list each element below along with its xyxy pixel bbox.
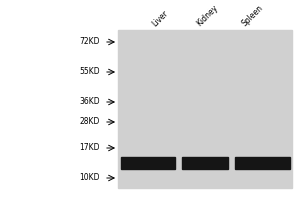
Text: 72KD: 72KD	[80, 38, 100, 46]
Text: Spleen: Spleen	[240, 3, 265, 28]
Bar	[182, 157, 228, 169]
Bar	[118, 30, 292, 188]
Text: Kidney: Kidney	[195, 3, 220, 28]
Text: 10KD: 10KD	[80, 173, 100, 182]
Text: 55KD: 55KD	[80, 68, 100, 76]
Text: 17KD: 17KD	[80, 144, 100, 152]
Bar	[121, 157, 175, 169]
Text: Liver: Liver	[150, 8, 170, 28]
Text: 28KD: 28KD	[80, 117, 100, 127]
Text: 36KD: 36KD	[80, 98, 100, 106]
Bar	[235, 157, 290, 169]
